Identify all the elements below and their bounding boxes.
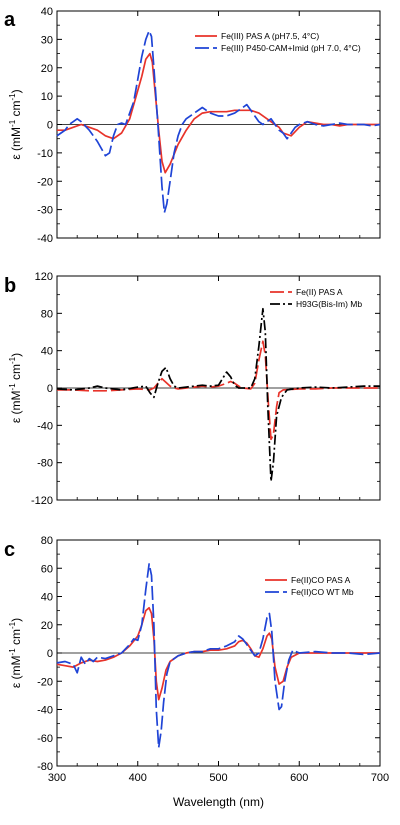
y-tick-label: 20 — [41, 63, 53, 75]
y-tick-label: 60 — [41, 563, 53, 575]
y-tick-label: -60 — [37, 733, 53, 745]
y-tick-label: 0 — [47, 648, 53, 660]
panel-c: -80 -60 -40 -20 0 20 40 60 80 300 400 500 600 700 Fe(I… — [4, 535, 389, 809]
y-tick-label: -80 — [37, 761, 53, 773]
y-tick-label: 0 — [47, 383, 53, 395]
y-tick-label: 120 — [35, 271, 53, 283]
y-tick-label: 80 — [41, 308, 53, 320]
series-line-2 — [56, 307, 380, 483]
y-tick-label: -10 — [37, 148, 53, 160]
y-tick-label: -40 — [37, 233, 53, 245]
panel-letter: a — [4, 9, 16, 31]
legend: Fe(II)CO PAS A Fe(II)CO WT Mb — [265, 575, 354, 597]
panel-a: -40 -30 -20 -10 0 10 20 30 40 Fe(III) PAS A (pH7.… — [4, 6, 381, 245]
y-tick-label: -80 — [37, 458, 53, 470]
y-tick-label: -20 — [37, 176, 53, 188]
series-line-1 — [57, 52, 380, 174]
y-axis-label: ε (mM-1 cm-1) — [8, 89, 23, 159]
y-tick-label: -40 — [37, 420, 53, 432]
panel-b: -120 -80 -40 0 40 80 120 Fe(II) PAS A H93G(Bis-I… — [4, 271, 381, 507]
y-tick-label: 40 — [41, 592, 53, 604]
series-line-2 — [56, 563, 381, 749]
legend-label: H93G(Bis-Im) Mb — [296, 299, 362, 309]
x-tick-label: 600 — [290, 772, 308, 784]
y-tick-label: 40 — [41, 346, 53, 358]
x-tick-label: 700 — [371, 772, 389, 784]
legend-label: Fe(II)CO WT Mb — [291, 587, 354, 597]
y-tick-label: 0 — [47, 120, 53, 132]
legend: Fe(II) PAS A H93G(Bis-Im) Mb — [270, 287, 362, 309]
legend: Fe(III) PAS A (pH7.5, 4°C) Fe(III) P450-C… — [195, 31, 361, 53]
series-line-2 — [56, 30, 381, 214]
legend-label: Fe(III) PAS A (pH7.5, 4°C) — [221, 31, 319, 41]
panel-letter: b — [4, 275, 16, 297]
y-axis-label: ε (mM-1 cm-1) — [8, 353, 23, 423]
series-line-1 — [57, 340, 380, 441]
y-tick-label: -20 — [37, 676, 53, 688]
y-tick-label: -40 — [37, 705, 53, 717]
legend-label: Fe(II)CO PAS A — [291, 575, 351, 585]
y-tick-label: 80 — [41, 535, 53, 547]
y-tick-label: -30 — [37, 205, 53, 217]
y-tick-label: 30 — [41, 34, 53, 46]
x-tick-label: 500 — [209, 772, 227, 784]
panel-letter: c — [4, 539, 15, 561]
y-tick-label: 40 — [41, 6, 53, 18]
y-tick-label: -120 — [31, 495, 53, 507]
x-tick-label: 400 — [129, 772, 147, 784]
y-tick-label: 20 — [41, 620, 53, 632]
legend-label: Fe(II) PAS A — [296, 287, 343, 297]
x-axis-label: Wavelength (nm) — [173, 795, 264, 809]
y-tick-label: 10 — [41, 91, 53, 103]
legend-label: Fe(III) P450-CAM+Imid (pH 7.0, 4°C) — [221, 43, 361, 53]
x-tick-label: 300 — [48, 772, 66, 784]
y-axis-label: ε (mM-1 cm-1) — [8, 618, 23, 688]
